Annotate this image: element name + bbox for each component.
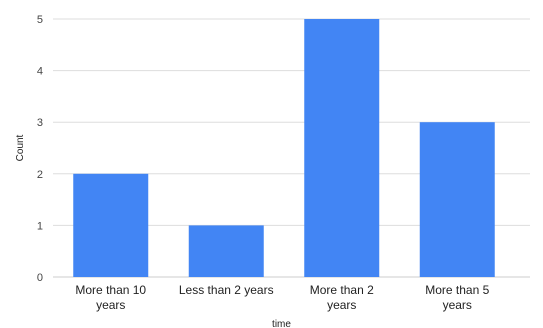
bar — [304, 19, 380, 277]
x-tick-label: More than 5 years — [425, 283, 489, 312]
y-tick-label: 2 — [37, 169, 43, 181]
x-tick-label: More than 10 years — [75, 283, 146, 312]
bar — [188, 225, 264, 277]
y-tick-label: 5 — [37, 14, 43, 26]
y-tick-label: 1 — [37, 220, 43, 232]
bar — [73, 173, 149, 277]
y-tick-label: 0 — [37, 272, 43, 284]
x-axis-title: time — [272, 319, 291, 328]
x-tick-label: More than 2 years — [310, 283, 374, 312]
x-tick-labels: More than 10 years Less than 2 years More t… — [75, 283, 489, 312]
x-tick-label: Less than 2 years — [179, 283, 274, 297]
y-axis-title: Count — [15, 134, 26, 161]
bars — [73, 19, 495, 277]
bar — [419, 122, 495, 277]
y-tick-labels: 0 1 2 3 4 5 — [37, 14, 43, 284]
y-tick-label: 3 — [37, 117, 43, 129]
y-tick-label: 4 — [37, 66, 43, 78]
